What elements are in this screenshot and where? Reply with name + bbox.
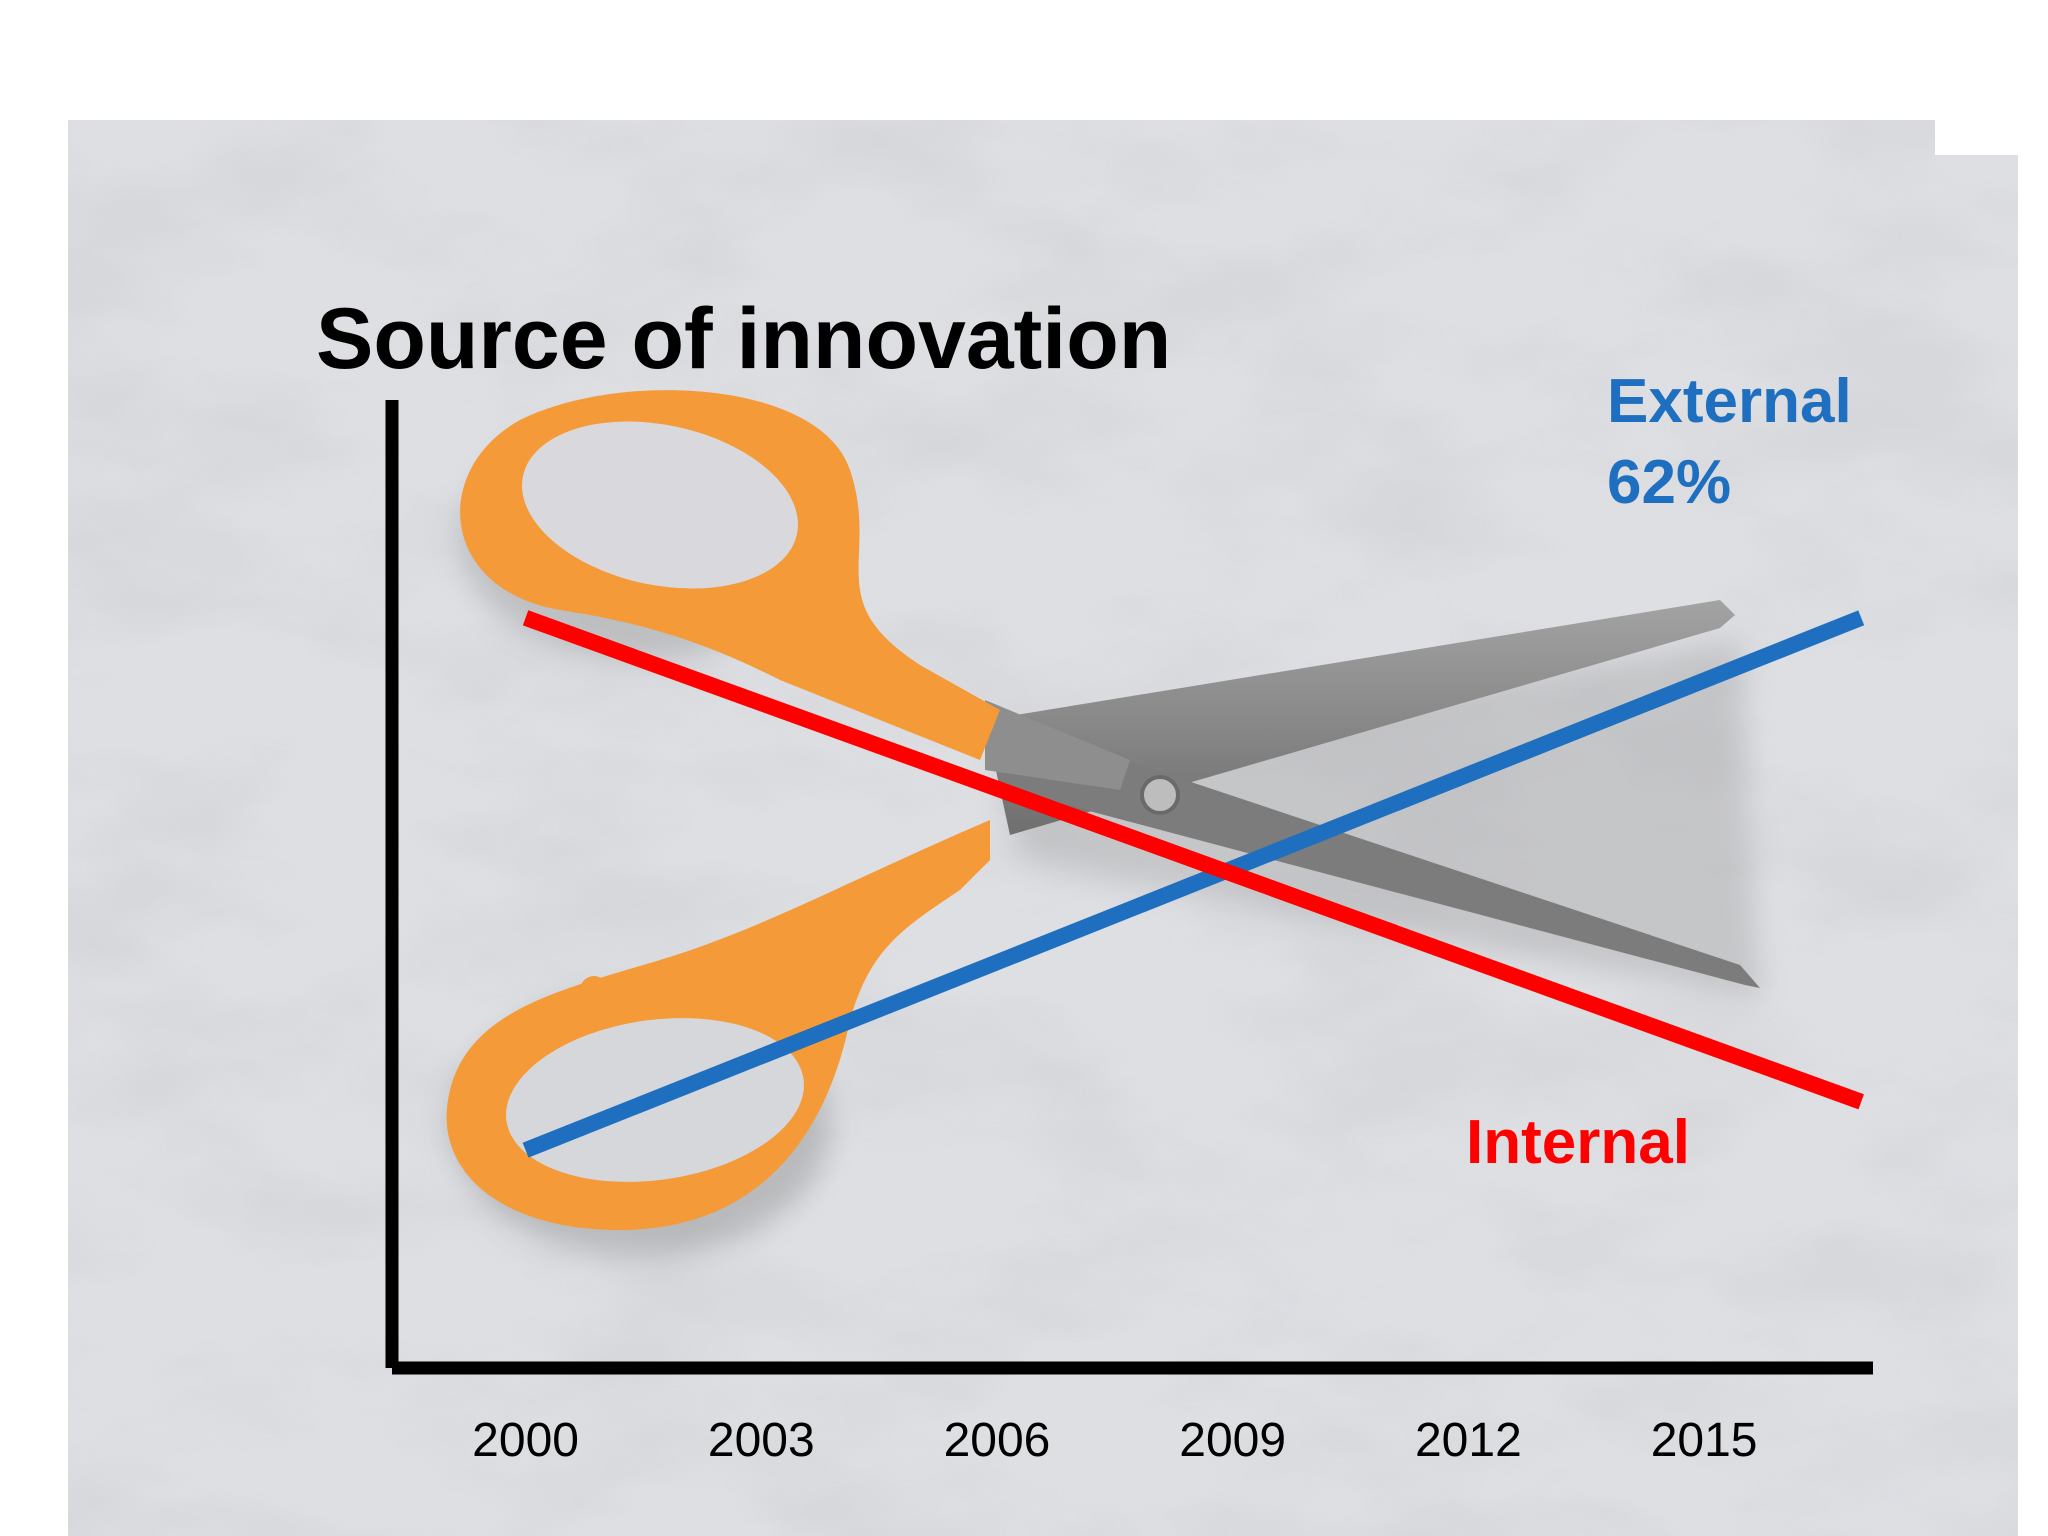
x-tick-label: 2012 [1415, 1414, 1522, 1467]
x-tick-label: 2003 [708, 1414, 815, 1467]
legend-label-internal: Internal [1466, 1108, 1690, 1177]
x-tick-label: 2000 [472, 1414, 579, 1467]
series-line-external [522, 610, 1865, 1158]
series-line-internal [522, 610, 1864, 1110]
x-tick-label: 2009 [1179, 1414, 1286, 1467]
legend-label-external: External [1607, 367, 1852, 436]
scissors-illustration [446, 390, 1760, 1255]
x-tick-label: 2015 [1651, 1414, 1758, 1467]
chart-title: Source of innovation [316, 291, 1171, 387]
annotation-external-percent: 62% [1607, 448, 1731, 517]
x-tick-label: 2006 [944, 1414, 1051, 1467]
